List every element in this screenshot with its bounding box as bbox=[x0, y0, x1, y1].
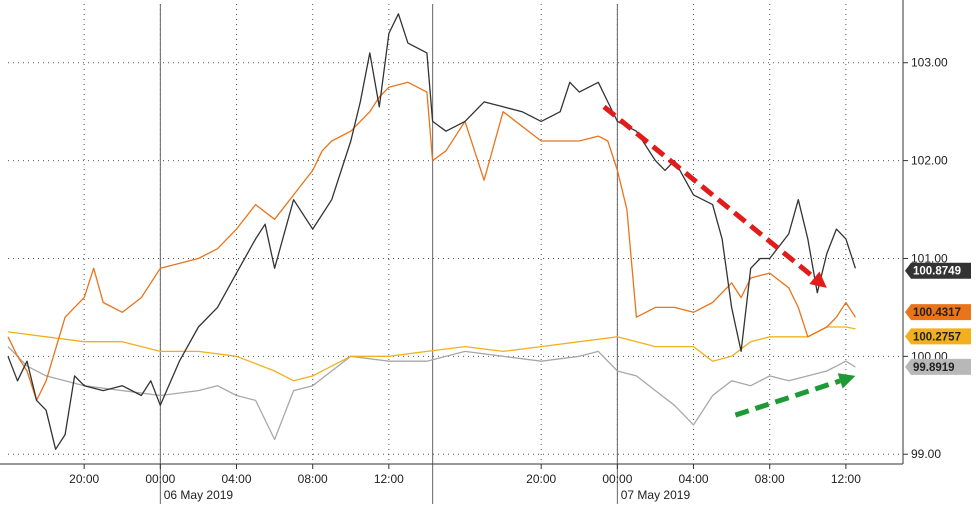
x-tick-label: 00:00 bbox=[602, 472, 632, 486]
x-tick-label: 04:00 bbox=[679, 472, 709, 486]
annotation-arrows bbox=[604, 107, 855, 415]
annotation-arrow-head-1 bbox=[838, 373, 856, 388]
annotation-arrow-shaft-0 bbox=[604, 107, 814, 278]
axes bbox=[0, 0, 908, 469]
last-value-tag-3: 99.8919 bbox=[905, 359, 971, 375]
last-value-tag-0: 100.8749 bbox=[905, 263, 971, 279]
last-value-tag-2: 100.2757 bbox=[905, 328, 971, 344]
date-label: 06 May 2019 bbox=[164, 488, 234, 502]
y-tick-label: 103.00 bbox=[911, 56, 948, 70]
series-line-1 bbox=[8, 82, 855, 400]
x-tick-labels: 20:00 00:00 04:00 08:00 12:00 20:00 00:00 04:00… bbox=[69, 472, 861, 486]
date-label: 07 May 2019 bbox=[621, 488, 691, 502]
x-tick-label: 00:00 bbox=[145, 472, 175, 486]
series-line-3 bbox=[8, 347, 855, 440]
last-value-label: 100.8749 bbox=[913, 266, 961, 278]
last-value-label: 99.8919 bbox=[913, 362, 955, 374]
y-tick-label: 102.00 bbox=[911, 154, 948, 168]
date-labels: 06 May 2019 07 May 2019 bbox=[164, 488, 691, 502]
y-tick-label: 99.00 bbox=[911, 447, 941, 461]
series-line-2 bbox=[8, 327, 855, 381]
x-tick-label: 12:00 bbox=[374, 472, 404, 486]
x-tick-label: 20:00 bbox=[526, 472, 556, 486]
last-value-label: 100.4317 bbox=[913, 307, 961, 319]
x-tick-label: 20:00 bbox=[69, 472, 99, 486]
x-tick-label: 08:00 bbox=[298, 472, 328, 486]
last-value-label: 100.2757 bbox=[913, 331, 961, 343]
x-tick-label: 08:00 bbox=[755, 472, 785, 486]
annotation-arrow-head-0 bbox=[809, 272, 826, 288]
series-lines bbox=[8, 14, 855, 450]
x-tick-label: 04:00 bbox=[221, 472, 251, 486]
last-value-tag-1: 100.4317 bbox=[905, 304, 971, 320]
y-tick-labels: 99.00100.00101.00102.00103.00 bbox=[911, 56, 948, 461]
x-tick-label: 12:00 bbox=[831, 472, 861, 486]
